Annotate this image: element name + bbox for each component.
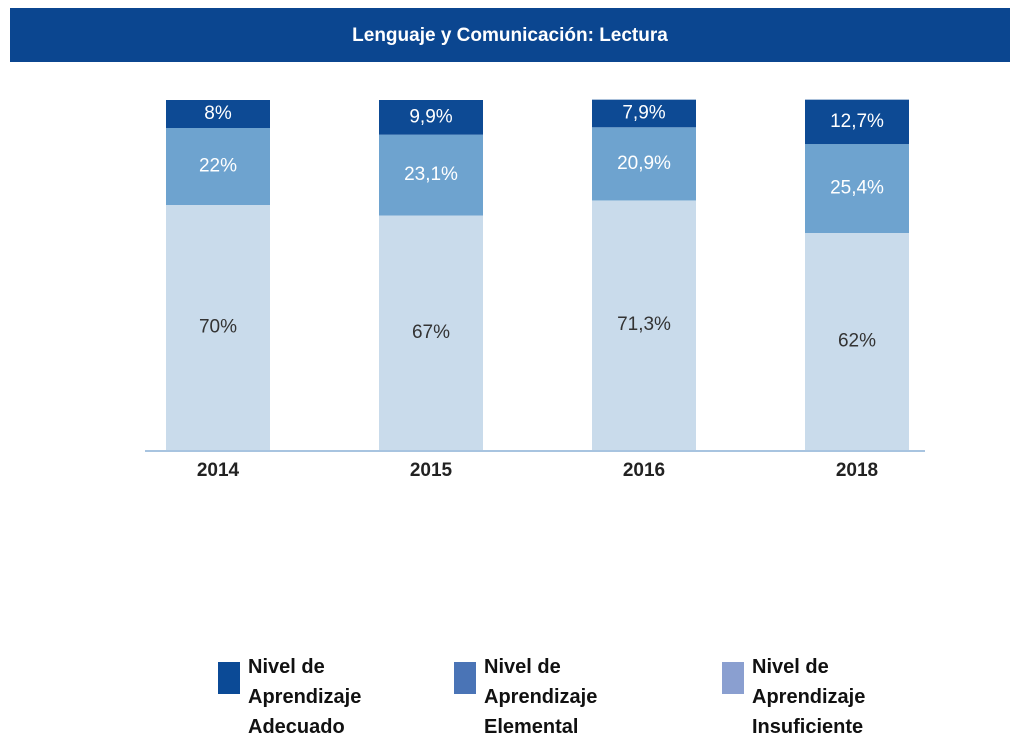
legend-swatch bbox=[722, 662, 744, 694]
x-tick-label: 2018 bbox=[836, 460, 878, 481]
bar-segment bbox=[805, 144, 909, 233]
bar-segment bbox=[379, 134, 483, 216]
bar-segment bbox=[166, 100, 270, 128]
legend-label: Nivel de Aprendizaje Elemental bbox=[484, 656, 598, 738]
bar-segment bbox=[379, 215, 483, 450]
legend-item: Nivel de Aprendizaje Adecuado bbox=[218, 652, 373, 742]
data-label: 70% bbox=[199, 317, 237, 338]
data-label: 20,9% bbox=[617, 153, 671, 174]
bar-segment bbox=[592, 127, 696, 201]
data-label: 25,4% bbox=[830, 178, 884, 199]
legend-item: Nivel de Aprendizaje Insuficiente bbox=[722, 652, 877, 742]
x-tick-label: 2014 bbox=[197, 460, 240, 481]
data-label: 62% bbox=[838, 331, 876, 352]
legend-label: Nivel de Aprendizaje Insuficiente bbox=[752, 656, 866, 738]
data-label: 9,9% bbox=[409, 106, 452, 127]
bar-segment bbox=[805, 233, 909, 450]
bar-segment bbox=[379, 100, 483, 135]
data-label: 71,3% bbox=[617, 314, 671, 335]
bar-segment bbox=[166, 128, 270, 205]
data-label: 7,9% bbox=[622, 102, 665, 123]
data-label: 12,7% bbox=[830, 111, 884, 132]
data-label: 23,1% bbox=[404, 164, 458, 185]
bar-segment bbox=[592, 200, 696, 450]
legend-label: Nivel de Aprendizaje Adecuado bbox=[248, 656, 362, 738]
legend-swatch bbox=[454, 662, 476, 694]
bar-segment bbox=[166, 205, 270, 450]
data-label: 8% bbox=[204, 103, 232, 124]
x-tick-label: 2016 bbox=[623, 460, 665, 481]
legend-item: Nivel de Aprendizaje Elemental bbox=[454, 652, 609, 742]
bar-segment bbox=[592, 99, 696, 128]
data-label: 22% bbox=[199, 156, 237, 177]
x-tick-label: 2015 bbox=[410, 460, 453, 481]
chart-title: Lenguaje y Comunicación: Lectura bbox=[352, 25, 668, 46]
bar-segment bbox=[805, 99, 909, 145]
title-bar bbox=[10, 8, 1010, 62]
data-label: 67% bbox=[412, 322, 450, 343]
legend-swatch bbox=[218, 662, 240, 694]
